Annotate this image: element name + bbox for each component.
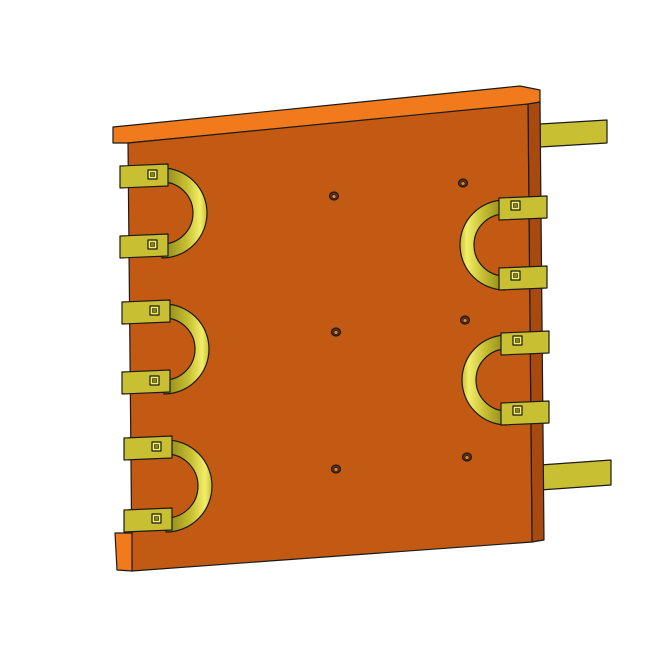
u-bracket-tab-bottom [498,265,548,291]
mounting-hole-inner [333,330,339,335]
plate-left-step [114,532,133,572]
u-bracket-tab-bottom [121,369,171,395]
u-bracket-tab-bottom [119,233,169,259]
mounting-hole-inner [333,467,339,472]
left-u-bracket [123,435,213,533]
bracket-tab-hole-inner [154,516,159,521]
u-bracket-tab-bottom [123,507,173,533]
bracket-tab-hole-inner [154,444,159,449]
u-bracket-tab-top [498,195,548,221]
right-u-bracket [459,195,548,291]
bracket-tab-hole-inner [513,203,518,208]
u-bracket-tab-top [121,299,171,325]
side-bar-bottom [539,459,612,491]
bracket-tab-hole-inner [150,242,155,247]
bracket-tab-hole-inner [152,378,157,383]
right-u-bracket [461,330,550,426]
u-bracket-curve [161,167,208,259]
u-bracket-tab-top [123,435,173,461]
left-u-bracket [121,299,210,395]
u-bracket-tab-top [500,330,550,356]
mounting-hole-inner [462,318,468,323]
bracket-tab-hole-inner [515,408,520,413]
u-bracket-tab-top [119,163,169,189]
mounting-hole-inner [331,194,337,199]
bracket-tab-hole-inner [513,273,518,278]
bracket-tab-hole-inner [150,172,155,177]
bracket-tab-hole-inner [515,338,520,343]
mounting-hole-inner [464,455,470,460]
plate-face [127,103,533,572]
u-bracket-tab-bottom [500,400,550,426]
bracket-tab-hole-inner [152,308,157,313]
side-bar-top [539,119,608,148]
u-bracket-curve [163,303,210,395]
left-u-bracket [119,163,208,259]
mounting-hole-inner [460,181,466,186]
u-bracket-curve [165,439,213,533]
